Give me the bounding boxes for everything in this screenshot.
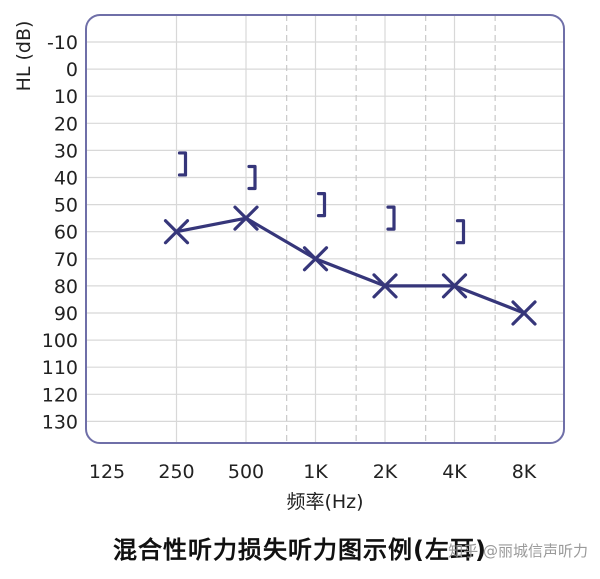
x-marker <box>233 205 259 231</box>
grid-lines <box>86 15 564 443</box>
bracket-marker <box>455 219 466 245</box>
y-tick-label: 0 <box>66 59 78 81</box>
y-tick-label: 50 <box>54 195 78 217</box>
x-marker <box>302 246 329 272</box>
x-marker <box>511 300 537 326</box>
x-marker <box>441 273 468 299</box>
bracket-marker <box>386 205 396 231</box>
x-tick-label: 500 <box>228 461 264 483</box>
x-marker <box>163 219 190 245</box>
y-tick-label: 10 <box>54 86 78 108</box>
y-tick-label: -10 <box>47 32 78 54</box>
air-conduction-series <box>163 205 537 326</box>
x-tick-label: 8K <box>512 461 537 483</box>
bracket-marker <box>247 164 257 191</box>
x-tick-labels: 125 250 500 1K 2K 4K 8K <box>89 461 537 483</box>
y-tick-label: 30 <box>54 140 78 162</box>
x-marker-stroke <box>233 205 259 231</box>
y-tick-labels: -10 0 10 20 30 40 50 60 70 80 90 100 110 120 130 <box>42 32 78 433</box>
watermark: 知乎 @丽城信声听力 <box>448 542 588 560</box>
audiogram-chart: -10 0 10 20 30 40 50 60 70 80 90 100 110 120 130 125 25… <box>13 14 565 513</box>
x-tick-label: 1K <box>303 461 328 483</box>
y-tick-label: 80 <box>54 276 78 298</box>
x-marker-stroke <box>163 219 190 245</box>
plot-frame <box>85 14 565 444</box>
y-tick-label: 110 <box>42 357 78 379</box>
x-axis-title: 频率(Hz) <box>286 491 363 513</box>
y-tick-label: 100 <box>42 330 78 352</box>
y-tick-label: 20 <box>54 113 78 135</box>
y-axis-title: HL (dB) <box>13 21 35 92</box>
x-marker-stroke <box>441 273 468 299</box>
x-tick-label: 125 <box>89 461 125 483</box>
x-tick-label: 250 <box>158 461 194 483</box>
x-marker-stroke <box>372 273 398 299</box>
bone-conduction-series <box>177 151 466 245</box>
y-tick-label: 70 <box>54 249 78 271</box>
x-marker <box>372 273 398 299</box>
bracket-marker <box>177 151 188 177</box>
y-tick-label: 120 <box>42 384 78 406</box>
bracket-marker <box>316 192 327 218</box>
y-tick-label: 60 <box>54 222 78 244</box>
y-tick-label: 90 <box>54 303 78 325</box>
x-marker-stroke <box>511 300 537 326</box>
figure-caption: 混合性听力损失听力图示例(左耳) <box>113 536 487 564</box>
x-marker-stroke <box>302 246 329 272</box>
x-tick-label: 4K <box>442 461 467 483</box>
x-tick-label: 2K <box>373 461 398 483</box>
y-tick-label: 130 <box>42 411 78 433</box>
y-tick-label: 40 <box>54 168 78 190</box>
air-conduction-line <box>176 216 525 315</box>
